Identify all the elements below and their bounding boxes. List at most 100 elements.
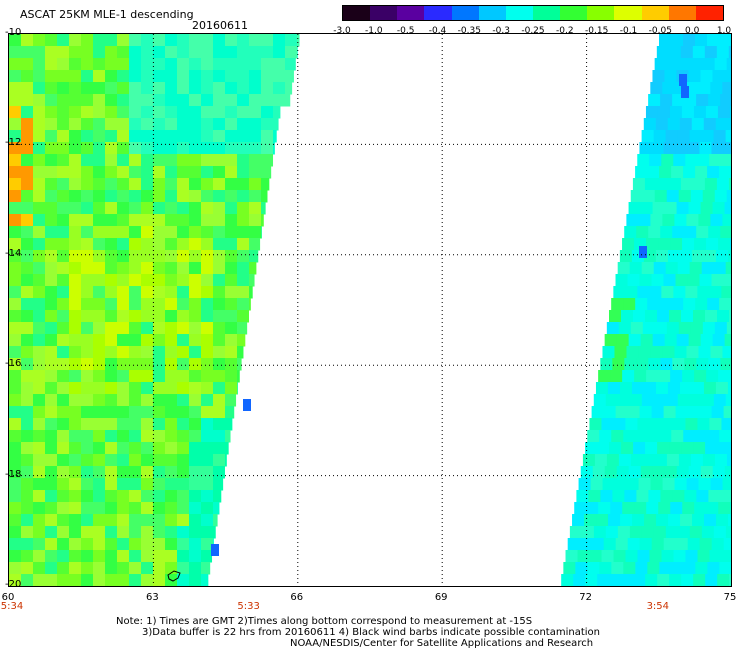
swath-cell (680, 514, 693, 527)
swath-cell (45, 142, 58, 155)
swath-cell (177, 346, 190, 359)
swath-cell (681, 310, 694, 323)
swath-cell (659, 298, 672, 311)
swath-cell (141, 82, 154, 95)
swath-cell (177, 58, 190, 71)
swath-cell (709, 154, 722, 167)
swath-cell (93, 286, 106, 299)
swath-cell (671, 430, 684, 443)
swath-cell (645, 574, 658, 586)
swath-cell (201, 478, 214, 491)
swath-cell (21, 526, 34, 539)
swath-cell (728, 46, 731, 59)
swath-cell (117, 190, 130, 203)
swath-cell (93, 238, 106, 251)
swath-cell (33, 274, 46, 287)
swath-cell (261, 118, 274, 131)
swath-cell (117, 310, 130, 323)
swath-cell (141, 526, 154, 539)
swath-cell (189, 442, 202, 455)
swath-cell (117, 262, 130, 275)
swath-cell (165, 406, 178, 419)
swath-cell (189, 526, 202, 539)
swath-cell (105, 286, 118, 299)
swath-cell (213, 118, 226, 131)
swath-cell (635, 562, 648, 575)
swath-cell (648, 94, 661, 107)
swath-cell (117, 118, 130, 131)
swath-cell (69, 382, 82, 395)
swath-cell (689, 526, 703, 539)
swath-cell (575, 562, 588, 575)
swath-cell (189, 478, 202, 491)
swath-cell (697, 154, 710, 167)
swath-cell (261, 58, 274, 71)
swath-cell (694, 238, 707, 251)
swath-cell (605, 394, 619, 407)
swath-cell (45, 550, 58, 563)
swath-cell (129, 466, 142, 479)
swath-cell (45, 178, 58, 191)
swath-cell (165, 346, 178, 359)
swath-cell (81, 106, 94, 119)
swath-cell (189, 130, 202, 143)
swath-cell (243, 399, 251, 411)
swath-cell (189, 358, 202, 371)
swath-cell (589, 550, 603, 563)
swath-cell (703, 382, 717, 395)
swath-cell (225, 442, 229, 455)
swath-cell (81, 202, 94, 215)
swath-cell (730, 502, 731, 515)
swath-cell (654, 454, 668, 467)
swath-cell (117, 226, 130, 239)
swath-cell (662, 214, 675, 227)
swath-cell (249, 274, 255, 287)
swath-cell (677, 526, 691, 539)
swath-cell (584, 514, 597, 527)
swath-cell (201, 286, 214, 299)
swath-cell (613, 286, 626, 299)
swath-cell (718, 238, 731, 251)
swath-cell (117, 298, 130, 311)
swath-cell (201, 106, 214, 119)
swath-cell (21, 178, 34, 191)
swath-cell (177, 490, 190, 503)
swath-cell (249, 82, 262, 95)
swath-cell (610, 370, 623, 383)
swath-cell (730, 370, 731, 383)
swath-cell (177, 406, 190, 419)
swath-cell (117, 478, 130, 491)
swath-cell (33, 238, 46, 251)
swath-cell (45, 286, 58, 299)
swath-cell (57, 490, 70, 503)
swath-cell (676, 466, 690, 479)
swath-cell (93, 454, 106, 467)
swath-cell (683, 298, 696, 311)
swath-cell (249, 46, 262, 59)
swath-cell (21, 334, 34, 347)
swath-cell (81, 562, 94, 575)
swath-cell (683, 562, 696, 575)
swath-cell (45, 358, 58, 371)
swath-cell (21, 46, 34, 59)
swath-cell (201, 382, 214, 395)
swath-cell (105, 466, 118, 479)
swath-cell (670, 370, 683, 383)
swath-cell (609, 574, 622, 586)
colorbar-label: -0.35 (457, 26, 481, 36)
swath-cell (700, 202, 714, 215)
swath-cell (237, 94, 250, 107)
swath-cell (153, 142, 166, 155)
swath-cell (153, 154, 166, 167)
swath-cell (657, 310, 670, 323)
swath-cell (698, 82, 711, 95)
swath-cell (710, 478, 724, 491)
swath-cell (675, 274, 689, 287)
swath-cell (165, 154, 178, 167)
swath-cell (643, 382, 657, 395)
swath-cell (600, 358, 613, 371)
swath-cell (633, 442, 646, 455)
colorbar-label: -1.0 (365, 26, 383, 36)
swath-cell (117, 418, 130, 431)
swath-cell (720, 490, 731, 503)
